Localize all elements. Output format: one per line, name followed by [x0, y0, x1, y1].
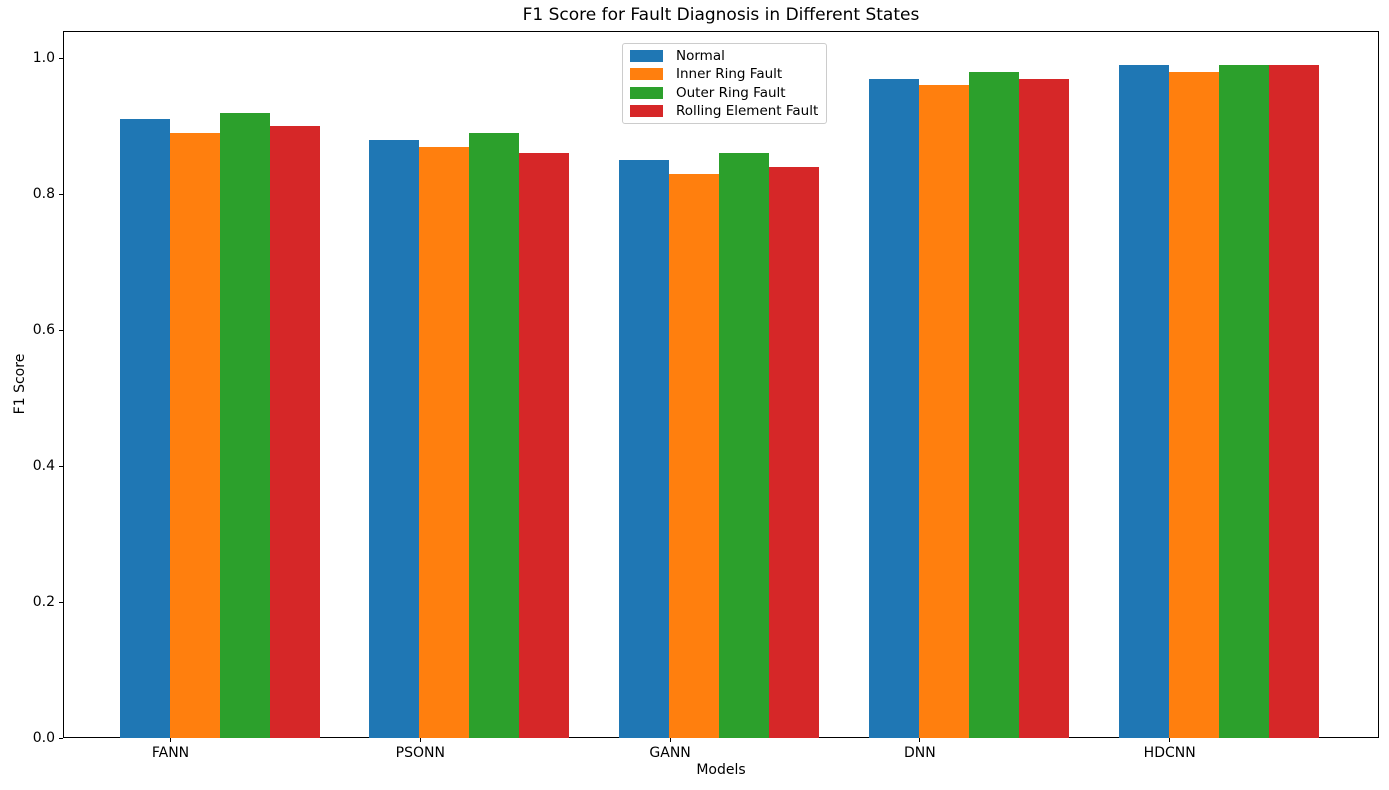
legend-label: Outer Ring Fault: [676, 84, 786, 101]
legend-item: Normal: [630, 47, 819, 65]
legend-label: Rolling Element Fault: [676, 102, 819, 119]
legend-item: Outer Ring Fault: [630, 84, 819, 102]
bar: [269, 126, 320, 738]
bar: [619, 160, 670, 738]
bar: [519, 153, 570, 738]
x-tick-label: HDCNN: [1143, 745, 1196, 761]
y-tick-label: 0.6: [32, 321, 55, 338]
x-tick-mark: [669, 738, 671, 742]
bar: [669, 173, 720, 738]
x-tick-mark: [419, 738, 421, 742]
bar: [968, 71, 1019, 738]
legend: Normal Inner Ring Fault Outer Ring Fault Ro…: [622, 43, 827, 124]
bar: [369, 139, 420, 738]
bar: [1168, 71, 1219, 738]
bar: [1018, 78, 1069, 738]
legend-label: Normal: [676, 48, 725, 64]
y-tick-mark: [59, 601, 63, 603]
bar: [1218, 64, 1269, 738]
y-tick-label: 0.4: [32, 457, 55, 474]
bar: [119, 119, 170, 738]
legend-label: Inner Ring Fault: [676, 66, 783, 83]
y-tick-mark: [59, 57, 63, 59]
x-tick-label: FANN: [151, 745, 190, 761]
x-tick-mark: [919, 738, 921, 742]
chart-title: F1 Score for Fault Diagnosis in Differen…: [522, 5, 920, 25]
bar: [719, 153, 770, 738]
y-axis-label: F1 Score: [12, 353, 28, 415]
bar: [419, 146, 470, 738]
x-tick-label: DNN: [904, 745, 936, 761]
y-tick-mark: [59, 193, 63, 195]
y-tick-mark: [59, 465, 63, 467]
legend-swatch: [630, 68, 663, 81]
y-tick-label: 0.0: [32, 729, 55, 746]
bar: [868, 78, 919, 738]
legend-item: Rolling Element Fault: [630, 102, 819, 120]
bar: [219, 112, 270, 738]
y-tick-mark: [59, 737, 63, 739]
x-tick-label: GANN: [649, 745, 691, 761]
y-tick-label: 1.0: [32, 49, 55, 66]
legend-swatch: [630, 86, 663, 99]
y-tick-label: 0.8: [32, 185, 55, 202]
bar: [469, 132, 520, 738]
y-tick-label: 0.2: [32, 593, 55, 610]
x-tick-mark: [1169, 738, 1171, 742]
bar: [769, 166, 820, 738]
legend-swatch: [630, 50, 663, 62]
bar: [1268, 64, 1319, 738]
bar: [169, 132, 220, 738]
x-axis-label: Models: [696, 762, 746, 778]
x-tick-mark: [170, 738, 171, 742]
legend-swatch: [630, 104, 663, 117]
x-tick-label: PSONN: [395, 745, 445, 761]
legend-item: Inner Ring Fault: [630, 65, 819, 83]
bar: [1118, 64, 1169, 738]
bar: [918, 85, 969, 738]
y-tick-mark: [59, 329, 63, 331]
